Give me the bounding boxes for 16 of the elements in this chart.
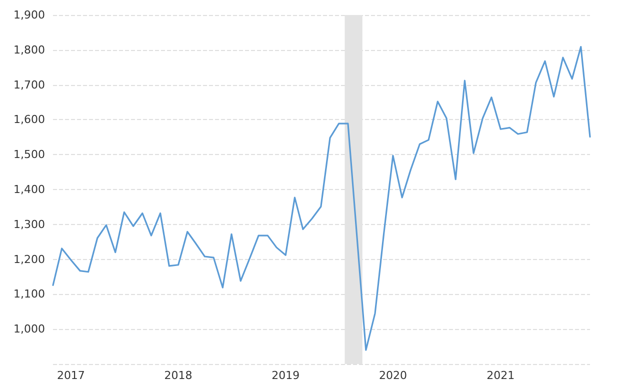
x-tick-label: 2021	[486, 369, 515, 382]
y-tick-label: 1,300	[14, 218, 45, 231]
y-tick-label: 1,200	[14, 252, 45, 266]
y-tick-label: 1,000	[14, 322, 45, 336]
y-tick-label: 1,600	[14, 113, 45, 126]
x-tick-label: 2018	[164, 369, 192, 382]
y-tick-label: 1,700	[14, 78, 45, 92]
y-tick-label: 1,500	[14, 148, 45, 162]
y-tick-label: 1,400	[14, 183, 45, 196]
line-series	[52, 46, 591, 351]
y-tick-label: 1,800	[14, 43, 45, 56]
y-tick-label: 1,100	[14, 288, 45, 301]
y-tick-label: 1,900	[14, 8, 45, 22]
x-tick-label: 2017	[56, 369, 85, 382]
x-tick-label: 2020	[378, 369, 407, 382]
x-tick-label: 2019	[272, 369, 300, 382]
